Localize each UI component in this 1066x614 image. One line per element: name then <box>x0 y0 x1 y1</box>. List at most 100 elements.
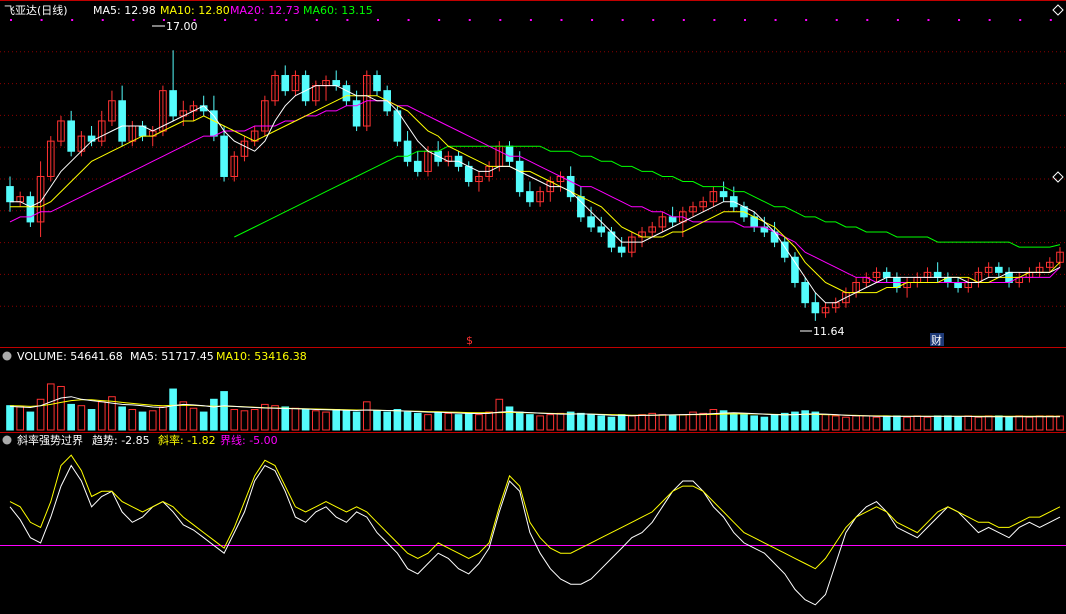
candle-body <box>505 145 514 162</box>
candle-body <box>261 100 269 132</box>
min-price-label: 11.64 <box>813 325 845 338</box>
candle-body <box>566 175 575 198</box>
volume-bar <box>831 415 840 431</box>
slope-line <box>9 454 1061 570</box>
top-dot <box>132 19 135 21</box>
expand-diamond-icon[interactable] <box>1052 171 1064 183</box>
candle-body <box>719 191 728 198</box>
candle-body <box>984 266 993 273</box>
max-price-label: 17.00 <box>166 20 198 33</box>
volume-bar <box>301 409 310 431</box>
candle-body <box>291 75 300 92</box>
volume-bar <box>872 416 881 431</box>
top-dot <box>468 19 471 21</box>
volume-bar <box>689 411 697 431</box>
volume-header: VOLUME: 54641.68 MA5: 51717.45 MA10: 534… <box>2 350 307 363</box>
top-dot <box>805 19 808 21</box>
candle-body <box>587 216 595 228</box>
candle-body <box>811 302 820 314</box>
volume-bar <box>913 415 922 431</box>
top-dot <box>162 19 165 21</box>
volume-bar <box>842 416 850 431</box>
candle-body <box>526 191 534 203</box>
ma5-line <box>10 85 1061 304</box>
candle-body <box>342 85 351 102</box>
volume-bar <box>373 410 381 431</box>
volume-bar <box>1005 416 1013 431</box>
top-dot <box>1049 19 1052 21</box>
volume-bar <box>811 411 820 431</box>
volume-bar <box>770 414 779 431</box>
candle-body <box>515 160 524 193</box>
cai-marker-box <box>930 333 944 346</box>
candle-body <box>6 186 14 203</box>
boundary-legend: 界线: -5.00 <box>220 433 278 447</box>
top-dot <box>560 19 563 21</box>
volume-bar <box>261 403 269 431</box>
volume-bar <box>729 412 738 431</box>
volume-bar <box>485 411 493 431</box>
candle-body <box>791 256 799 283</box>
expand-diamond-icon[interactable] <box>1052 4 1064 16</box>
candle-body <box>271 75 279 102</box>
volume-bar <box>97 401 106 431</box>
volume-collapse-icon[interactable] <box>2 351 12 361</box>
annotations: 17.00 11.64 $ 财 <box>152 4 1064 347</box>
volume-bar <box>628 415 636 431</box>
ma-lines <box>9 85 1061 304</box>
candle-body <box>413 160 422 172</box>
volume-bar <box>566 411 575 431</box>
candle-body <box>464 165 473 183</box>
volume-bar <box>974 416 983 431</box>
candle-body <box>118 100 126 142</box>
top-dot <box>774 19 777 21</box>
volume-bar <box>281 406 290 431</box>
top-dot <box>743 19 746 21</box>
volume-bar <box>352 411 361 431</box>
volume-bar <box>322 411 330 431</box>
volume-bar <box>332 409 341 431</box>
top-dot <box>866 19 869 21</box>
top-dot <box>682 19 685 21</box>
volume-bar <box>546 414 555 431</box>
s-marker: $ <box>466 334 473 347</box>
candle-body <box>699 201 708 208</box>
volume-bar <box>668 415 677 431</box>
volume-bar <box>791 411 799 431</box>
volume-bar <box>984 415 993 431</box>
volume-bar <box>464 412 473 431</box>
ma60-legend: MA60: 13.15 <box>303 4 373 17</box>
candle-body <box>57 120 65 142</box>
volume-bar <box>679 414 687 431</box>
top-dot <box>438 19 441 21</box>
top-dot <box>285 19 288 21</box>
candle-body <box>933 271 942 278</box>
volume-bar <box>954 416 962 431</box>
volume-bar <box>179 401 188 431</box>
candle-body <box>872 271 881 278</box>
top-dot <box>835 19 838 21</box>
volume-bar <box>16 406 25 431</box>
candle-body <box>821 307 830 314</box>
volume-bar <box>719 410 728 431</box>
main-grid <box>0 19 1066 307</box>
volume-ma-lines <box>9 396 1061 418</box>
candle-body <box>220 135 228 177</box>
slope-collapse-icon[interactable] <box>2 435 12 445</box>
volume-bar <box>46 383 55 431</box>
volume-bar <box>57 385 65 431</box>
volume-bar <box>933 415 942 431</box>
volume-bar <box>87 409 96 431</box>
candle-body <box>954 281 962 289</box>
candle-body <box>97 120 106 142</box>
volume-bar <box>526 414 534 431</box>
panel-frames <box>0 0 1066 433</box>
volume-bar <box>780 412 789 431</box>
ma20-line <box>9 100 1061 283</box>
volume-bar <box>1045 415 1054 431</box>
volume-bar <box>760 416 769 431</box>
top-dot <box>315 19 318 21</box>
top-dot <box>529 19 532 21</box>
volume-bar <box>658 414 667 431</box>
volume-bar <box>444 412 453 431</box>
